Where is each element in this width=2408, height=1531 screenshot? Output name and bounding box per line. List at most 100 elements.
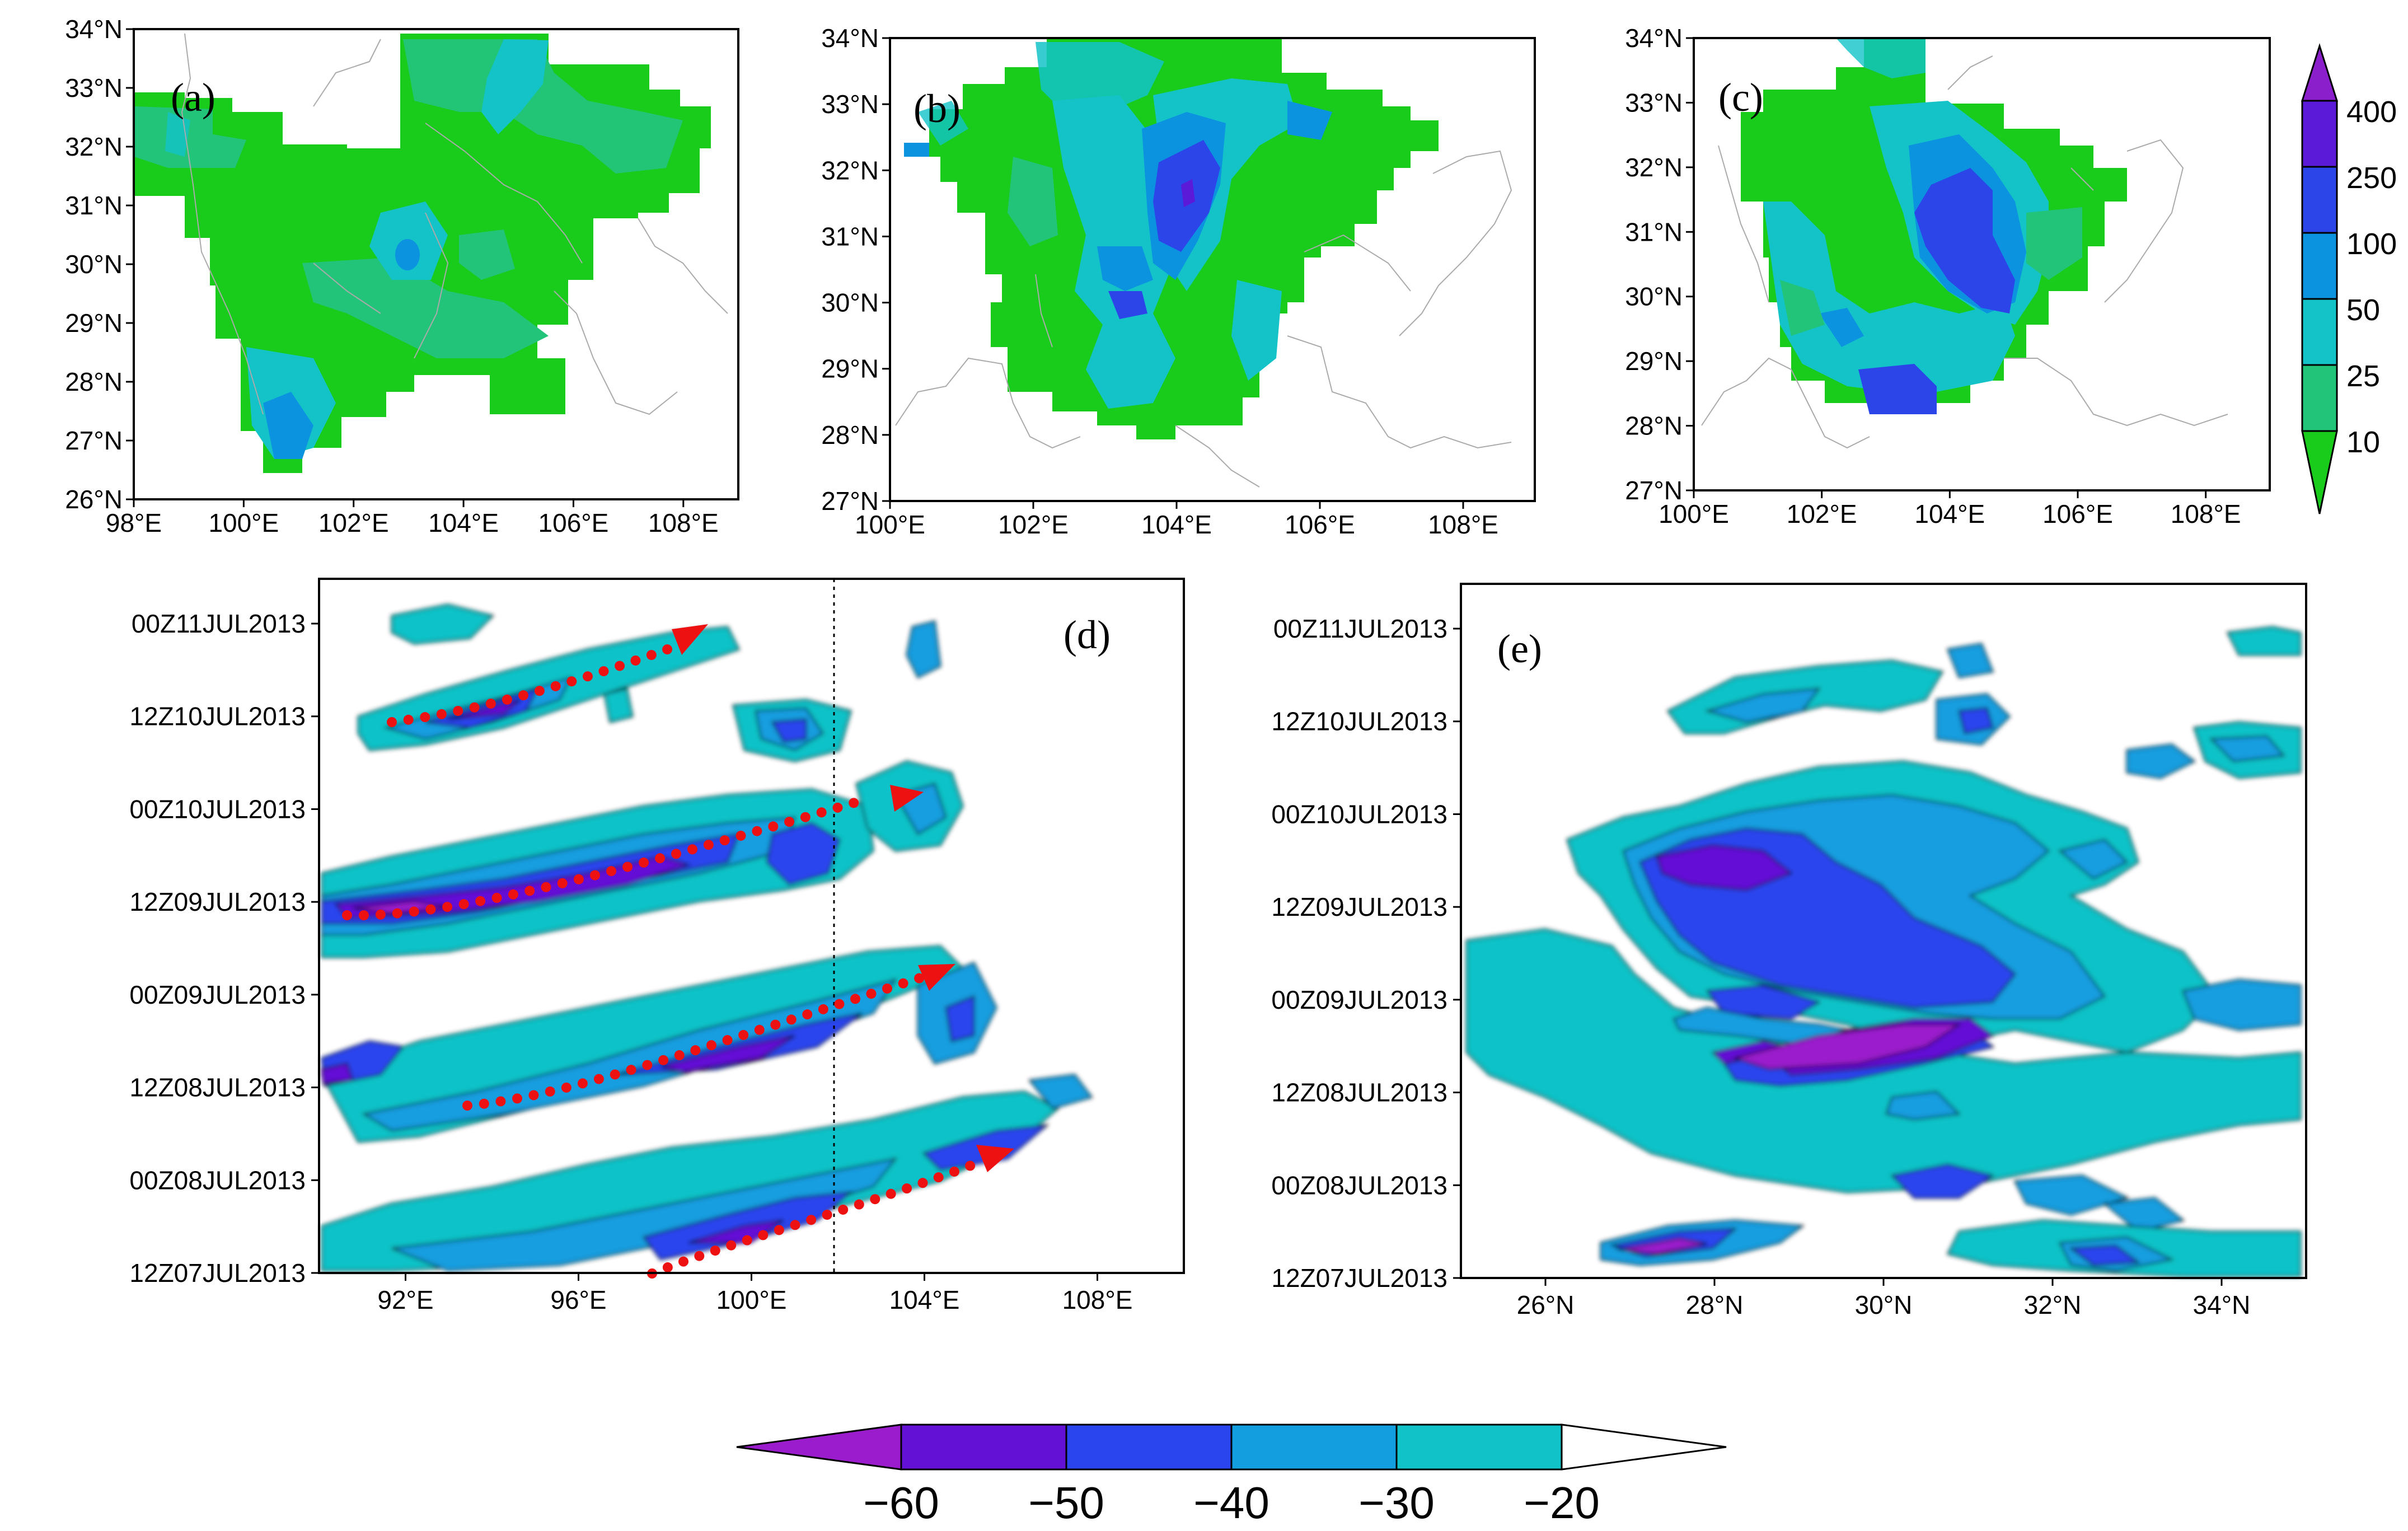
lat-tick-label-c-5: 32°N [1625,153,1683,182]
lon-tick-label-b-0: 100°E [855,510,925,539]
lat-tick-label-a-0: 26°N [65,485,123,514]
lon-tick-label-c-4: 108°E [2171,499,2241,528]
borders-c [1701,55,2228,449]
panel-label-b: (b) [913,86,961,131]
tbb-colorbar-50-40 [1065,1424,1233,1471]
lat-tick-label-c-7: 34°N [1625,24,1683,53]
precip-colorbar-bottom-arrow [2301,430,2338,514]
lon-tick-label-a-1: 100°E [208,508,279,537]
precip-colorbar-label-250: 250 [2346,161,2397,195]
time-tick-label-d-2: 12Z08JUL2013 [129,1073,306,1102]
tbb-colorbar-30-20 [1395,1424,1563,1471]
time-tick-label-d-4: 12Z09JUL2013 [129,887,306,916]
time-tick-label-d-6: 12Z10JUL2013 [129,702,306,731]
tbb-colorbar-left-arrow [736,1424,902,1471]
lat-tick-label-a-6: 32°N [65,132,123,161]
track-3 [342,795,867,921]
tracks-d [342,639,979,1279]
precip-colorbar-label-400: 400 [2346,95,2397,129]
panel-e: 12Z07JUL2013 00Z08JUL2013 12Z08JUL2013 00Z0… [1271,583,2307,1319]
lon-tick-label-c-0: 100°E [1659,499,1729,528]
lon-tick-label-b-4: 108°E [1428,510,1498,539]
lon-tick-label-a-2: 102°E [318,508,389,537]
tbb-colorbar-label-30: −30 [1358,1478,1435,1528]
track-arrows-d [672,624,1014,1172]
lon-ticks-d: 92°E 96°E 100°E 104°E 108°E [377,1273,1132,1314]
precip-field-a [134,34,711,473]
lat-tick-label-c-3: 30°N [1625,282,1683,311]
panel-label-d: (d) [1064,612,1111,657]
time-tick-label-d-3: 00Z09JUL2013 [129,980,306,1009]
panel-a: 26°N 27°N 28°N 29°N 30°N 31°N 32°N 33°N 34°N 98°… [65,15,739,537]
lat-tick-label-b-7: 34°N [821,24,879,53]
precip-colorbar-50-100 [2301,232,2338,300]
lon-tick-label-d-0: 92°E [377,1285,433,1314]
time-tick-label-d-0: 12Z07JUL2013 [129,1258,306,1287]
lat-tick-label-a-8: 34°N [65,15,123,44]
time-tick-label-e-4: 12Z09JUL2013 [1271,892,1447,921]
lat-tick-label-c-6: 33°N [1625,88,1683,117]
lon-tick-label-a-0: 98°E [106,508,162,537]
track-2 [462,972,929,1111]
lat-tick-label-b-2: 29°N [821,354,879,383]
precip-colorbar-label-50: 50 [2346,293,2380,327]
precip-colorbar-label-25: 25 [2346,359,2380,393]
tbb-colorbar: −60 −50 −40 −30 −20 [736,1424,1727,1528]
lat-tick-label-e-1: 28°N [1686,1290,1744,1319]
tbb-field-d [320,603,1093,1272]
lon-ticks-c: 100°E 102°E 104°E 106°E 108°E [1659,490,2241,528]
lat-tick-label-c-4: 31°N [1625,217,1683,246]
panel-label-e: (e) [1497,626,1542,671]
track-4 [387,639,688,727]
lon-tick-label-d-3: 104°E [889,1285,960,1314]
lat-tick-label-c-2: 29°N [1625,347,1683,376]
lon-tick-label-a-5: 108°E [648,508,719,537]
lat-tick-label-a-4: 30°N [65,250,123,279]
precip-field-c [1741,38,2127,414]
lon-tick-label-d-2: 100°E [716,1285,787,1314]
lon-tick-label-d-4: 108°E [1062,1285,1133,1314]
lat-ticks-e: 26°N 28°N 30°N 32°N 34°N [1517,1278,2251,1319]
track-4-arrow [672,624,708,655]
precip-colorbar-100-250 [2301,166,2338,234]
lon-tick-label-d-1: 96°E [550,1285,606,1314]
lat-tick-label-e-2: 30°N [1855,1290,1913,1319]
lon-tick-label-c-1: 102°E [1787,499,1857,528]
panel-label-c: (c) [1718,75,1763,120]
borders-b [895,150,1512,488]
precip-colorbar-10-25 [2301,364,2338,432]
lat-tick-label-b-0: 27°N [821,486,879,516]
precip-colorbar-top-arrow [2301,43,2339,102]
track-3-arrow [890,785,924,812]
lon-tick-label-c-3: 106°E [2042,499,2113,528]
time-tick-label-e-7: 00Z11JUL2013 [1273,614,1447,643]
lat-tick-label-e-3: 32°N [2024,1290,2082,1319]
precip-colorbar-label-100: 100 [2346,227,2397,261]
tbb-colorbar-60-50 [900,1424,1067,1471]
plot-frame-c [1693,37,2271,491]
panel-d: 12Z07JUL2013 00Z08JUL2013 12Z08JUL2013 00Z0… [129,578,1185,1314]
lon-ticks-a: 98°E 100°E 102°E 104°E 106°E 108°E [106,499,719,537]
time-tick-label-e-1: 00Z08JUL2013 [1271,1171,1447,1200]
precip-colorbar-250-400 [2301,100,2338,168]
tbb-colorbar-label-20: −20 [1524,1478,1600,1528]
lon-tick-label-c-2: 104°E [1914,499,1985,528]
tbb-colorbar-label-40: −40 [1193,1478,1269,1528]
lat-tick-label-e-4: 34°N [2193,1290,2251,1319]
tbb-colorbar-label-50: −50 [1028,1478,1104,1528]
lat-tick-label-b-3: 30°N [821,288,879,317]
precip-field-b [904,38,1439,439]
lat-tick-label-b-1: 28°N [821,420,879,450]
lat-tick-label-a-7: 33°N [65,73,123,102]
lon-tick-label-b-2: 104°E [1141,510,1212,539]
lat-tick-label-a-3: 29°N [65,308,123,338]
lat-tick-label-b-5: 32°N [821,156,879,185]
lon-tick-label-a-3: 104°E [428,508,499,537]
lat-tick-label-e-0: 26°N [1517,1290,1575,1319]
lat-tick-label-a-2: 28°N [65,367,123,396]
time-tick-label-d-7: 00Z11JUL2013 [132,609,306,638]
time-tick-label-e-3: 00Z09JUL2013 [1271,985,1447,1014]
lat-tick-label-a-5: 31°N [65,191,123,220]
precip-colorbar-25-50 [2301,298,2338,366]
